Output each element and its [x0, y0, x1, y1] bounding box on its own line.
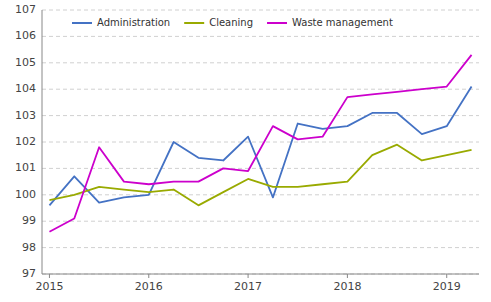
y-tick-label: 101	[15, 161, 36, 174]
y-tick-label: 97	[22, 267, 36, 280]
series-line	[49, 145, 471, 206]
y-tick-label: 105	[15, 56, 36, 69]
grid	[42, 10, 479, 274]
x-axis	[42, 274, 479, 275]
x-tick-label: 2019	[433, 280, 461, 293]
y-tick-label: 98	[22, 241, 36, 254]
x-tick	[248, 274, 249, 278]
grid-line	[42, 62, 479, 63]
x-tick-label: 2016	[135, 280, 163, 293]
x-tick	[347, 274, 348, 278]
legend-label: Cleaning	[209, 17, 253, 28]
x-tick-label: 2017	[234, 280, 262, 293]
y-tick-label: 99	[22, 214, 36, 227]
legend-label: Administration	[97, 17, 170, 28]
grid-line	[42, 36, 479, 37]
grid-line	[42, 10, 479, 11]
y-tick-label: 103	[15, 109, 36, 122]
x-tick	[446, 274, 447, 278]
legend-swatch	[184, 22, 204, 24]
y-tick-label: 104	[15, 82, 36, 95]
grid-line	[42, 274, 479, 275]
x-tick	[49, 274, 50, 278]
grid-line	[42, 115, 479, 116]
x-tick-label: 2015	[35, 280, 63, 293]
series-line	[49, 87, 471, 206]
legend: Administration Cleaning Waste management	[72, 17, 393, 28]
lines	[49, 55, 471, 232]
y-axis	[42, 10, 43, 274]
x-tick-label: 2018	[333, 280, 361, 293]
y-tick-label: 100	[15, 188, 36, 201]
x-tick	[148, 274, 149, 278]
y-tick-label: 102	[15, 135, 36, 148]
chart: 97 98 99 100 101 102 103 104 105 106 107 2015 2016 20…	[0, 0, 491, 302]
legend-swatch	[267, 22, 287, 24]
legend-swatch	[72, 22, 92, 24]
grid-line	[42, 194, 479, 195]
y-tick-label: 107	[15, 3, 36, 16]
grid-line	[42, 142, 479, 143]
grid-line	[42, 247, 479, 248]
legend-label: Waste management	[292, 17, 393, 28]
grid-line	[42, 221, 479, 222]
y-tick-label: 106	[15, 29, 36, 42]
series-line	[49, 55, 471, 232]
